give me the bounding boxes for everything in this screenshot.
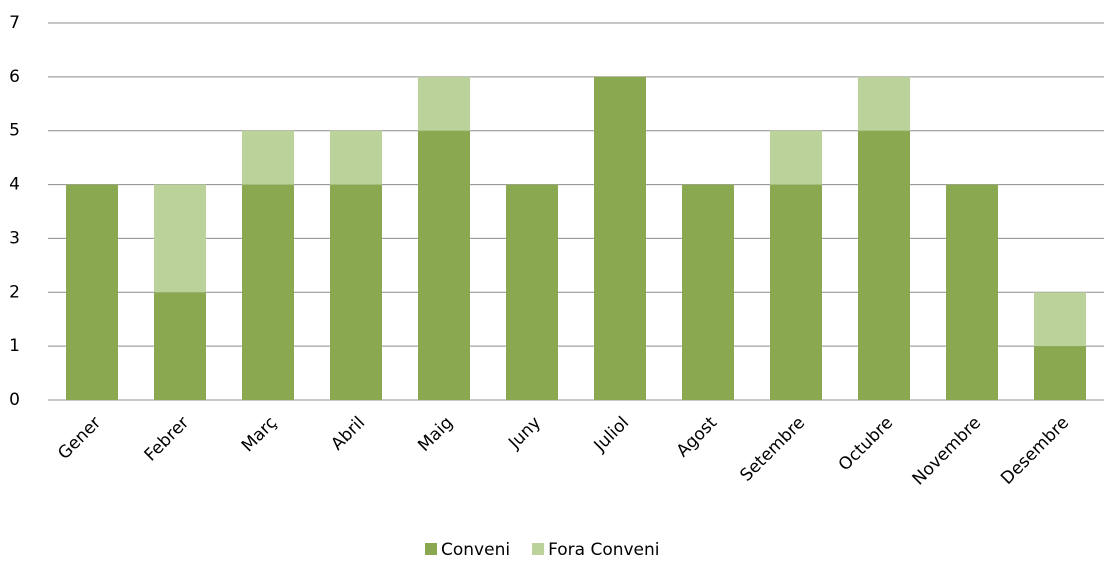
x-tick-label: Març — [238, 413, 281, 456]
y-tick-label: 1 — [9, 336, 20, 356]
x-tick-label: Febrer — [141, 413, 193, 465]
bar-segment — [330, 130, 382, 185]
bar-segment — [506, 184, 558, 400]
legend-swatch — [532, 543, 545, 555]
x-tick-label: Novembre — [909, 413, 985, 489]
bar-segment — [1034, 292, 1086, 347]
y-tick-label: 0 — [9, 390, 20, 410]
bar-segment — [330, 184, 382, 400]
x-tick-label: Juny — [504, 413, 545, 454]
y-tick-label: 6 — [9, 67, 20, 87]
y-tick-label: 5 — [9, 121, 20, 141]
x-tick-label: Juliol — [590, 413, 633, 456]
bar-segment — [858, 130, 910, 400]
y-tick-label: 3 — [9, 228, 20, 248]
y-tick-label: 2 — [9, 282, 20, 302]
bar-segment — [154, 184, 206, 293]
bar-segment — [242, 184, 294, 400]
bar-segment — [770, 184, 822, 400]
bar-segment — [594, 76, 646, 400]
bar-segment — [858, 76, 910, 131]
x-tick-label: Maig — [414, 413, 457, 456]
x-tick-label: Setembre — [736, 413, 809, 486]
bar-segment — [770, 130, 822, 185]
x-tick-label: Octubre — [835, 413, 897, 475]
y-tick-label: 7 — [9, 13, 20, 33]
bar-segment — [946, 184, 998, 400]
bar-segment — [418, 130, 470, 400]
bar-segment — [66, 184, 118, 400]
legend-label: Fora Conveni — [548, 540, 659, 560]
bar-segment — [242, 130, 294, 185]
legend-label: Conveni — [441, 540, 510, 560]
bar-segment — [154, 292, 206, 400]
bar-segment — [418, 76, 470, 131]
x-tick-label: Desembre — [997, 413, 1073, 489]
bar-segment — [682, 184, 734, 400]
y-tick-label: 4 — [9, 175, 20, 195]
x-tick-label: Gener — [54, 413, 105, 464]
x-tick-label: Agost — [673, 413, 722, 462]
legend-swatch — [425, 543, 437, 555]
x-tick-label: Abril — [327, 413, 369, 455]
bar-segment — [1034, 346, 1086, 400]
